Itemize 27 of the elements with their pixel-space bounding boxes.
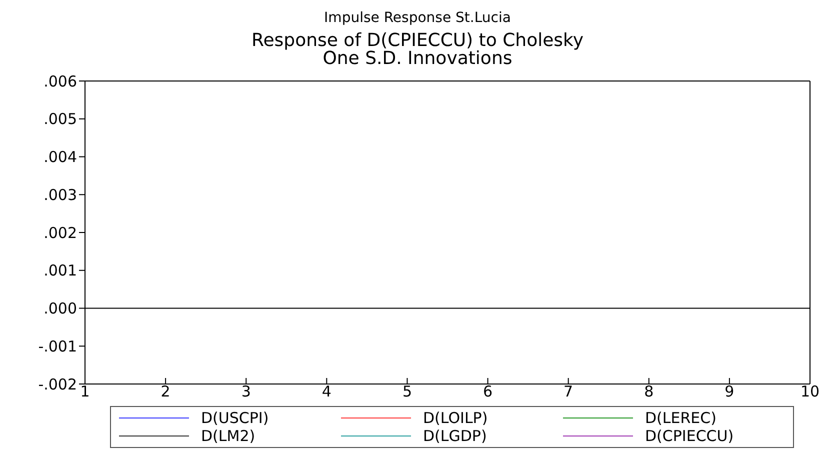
- legend-label: D(LEREC): [645, 409, 716, 427]
- legend-label: D(CPIECCU): [645, 427, 734, 445]
- y-tick-label: .003: [44, 186, 77, 204]
- y-tick-label: -.001: [38, 337, 77, 356]
- x-tick-label: 2: [160, 382, 170, 401]
- y-tick-label: .001: [44, 262, 77, 280]
- legend-label: D(USCPI): [201, 409, 269, 427]
- y-tick-label: .005: [44, 110, 77, 128]
- y-tick-label: .006: [44, 72, 77, 90]
- legend-label: D(LGDP): [423, 427, 487, 445]
- x-tick-label: 8: [644, 382, 654, 401]
- x-tick-label: 6: [483, 382, 493, 401]
- x-tick-label: 9: [724, 382, 734, 401]
- legend-label: D(LOILP): [423, 409, 488, 427]
- x-tick-label: 10: [800, 382, 820, 401]
- legend-label: D(LM2): [201, 427, 256, 445]
- y-tick-label: .002: [44, 224, 77, 242]
- y-tick-label: .004: [44, 148, 77, 166]
- x-tick-label: 4: [322, 382, 332, 401]
- x-tick-label: 3: [241, 382, 251, 401]
- x-tick-label: 1: [80, 382, 90, 401]
- chart-title: Impulse Response St.Lucia: [323, 9, 512, 28]
- x-tick-label: 7: [564, 382, 574, 401]
- y-tick-label: .000: [44, 300, 77, 318]
- y-tick-label: -.002: [38, 375, 77, 394]
- chart-subtitle: Response of D(CPIECCU) to Cholesky One S.D. Innovations: [250, 30, 584, 69]
- x-tick-label: 5: [402, 382, 412, 401]
